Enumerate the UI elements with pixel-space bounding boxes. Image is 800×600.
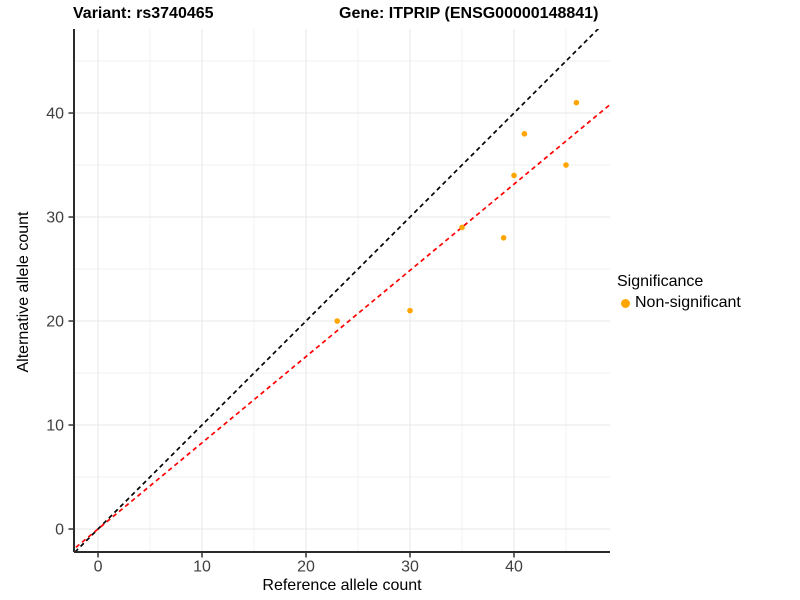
y-tick-label: 20: [46, 314, 64, 331]
x-tick-label: 20: [297, 559, 315, 576]
data-point: [407, 307, 413, 314]
gene-title: Gene: ITPRIP (ENSG00000148841): [339, 5, 599, 22]
y-axis-title: Alternative allele count: [15, 211, 32, 373]
y-tick-label: 0: [55, 522, 64, 539]
y-tick-label: 40: [46, 106, 64, 123]
identity-line: [74, 29, 600, 552]
data-point: [563, 162, 569, 168]
y-tick-label: 30: [46, 210, 64, 227]
legend-item: Non-significant: [617, 294, 741, 312]
legend: Significance Non-significant: [617, 272, 741, 312]
x-tick-label: 0: [94, 559, 103, 576]
legend-point-icon: [621, 298, 630, 308]
legend-item-label: Non-significant: [635, 294, 741, 311]
x-tick-label: 40: [505, 559, 523, 576]
data-point: [500, 235, 507, 241]
data-point: [511, 172, 517, 179]
fit-line: [74, 103, 610, 551]
y-tick-label: 10: [46, 418, 64, 435]
legend-title: Significance: [617, 273, 704, 290]
x-tick-label: 10: [193, 559, 211, 576]
data-point: [334, 318, 341, 324]
variant-title: Variant: rs3740465: [73, 5, 214, 22]
x-axis-title: Reference allele count: [262, 577, 422, 594]
data-point: [573, 99, 580, 106]
data-point: [521, 131, 528, 137]
x-tick-label: 30: [401, 559, 419, 576]
data-point: [459, 224, 465, 231]
